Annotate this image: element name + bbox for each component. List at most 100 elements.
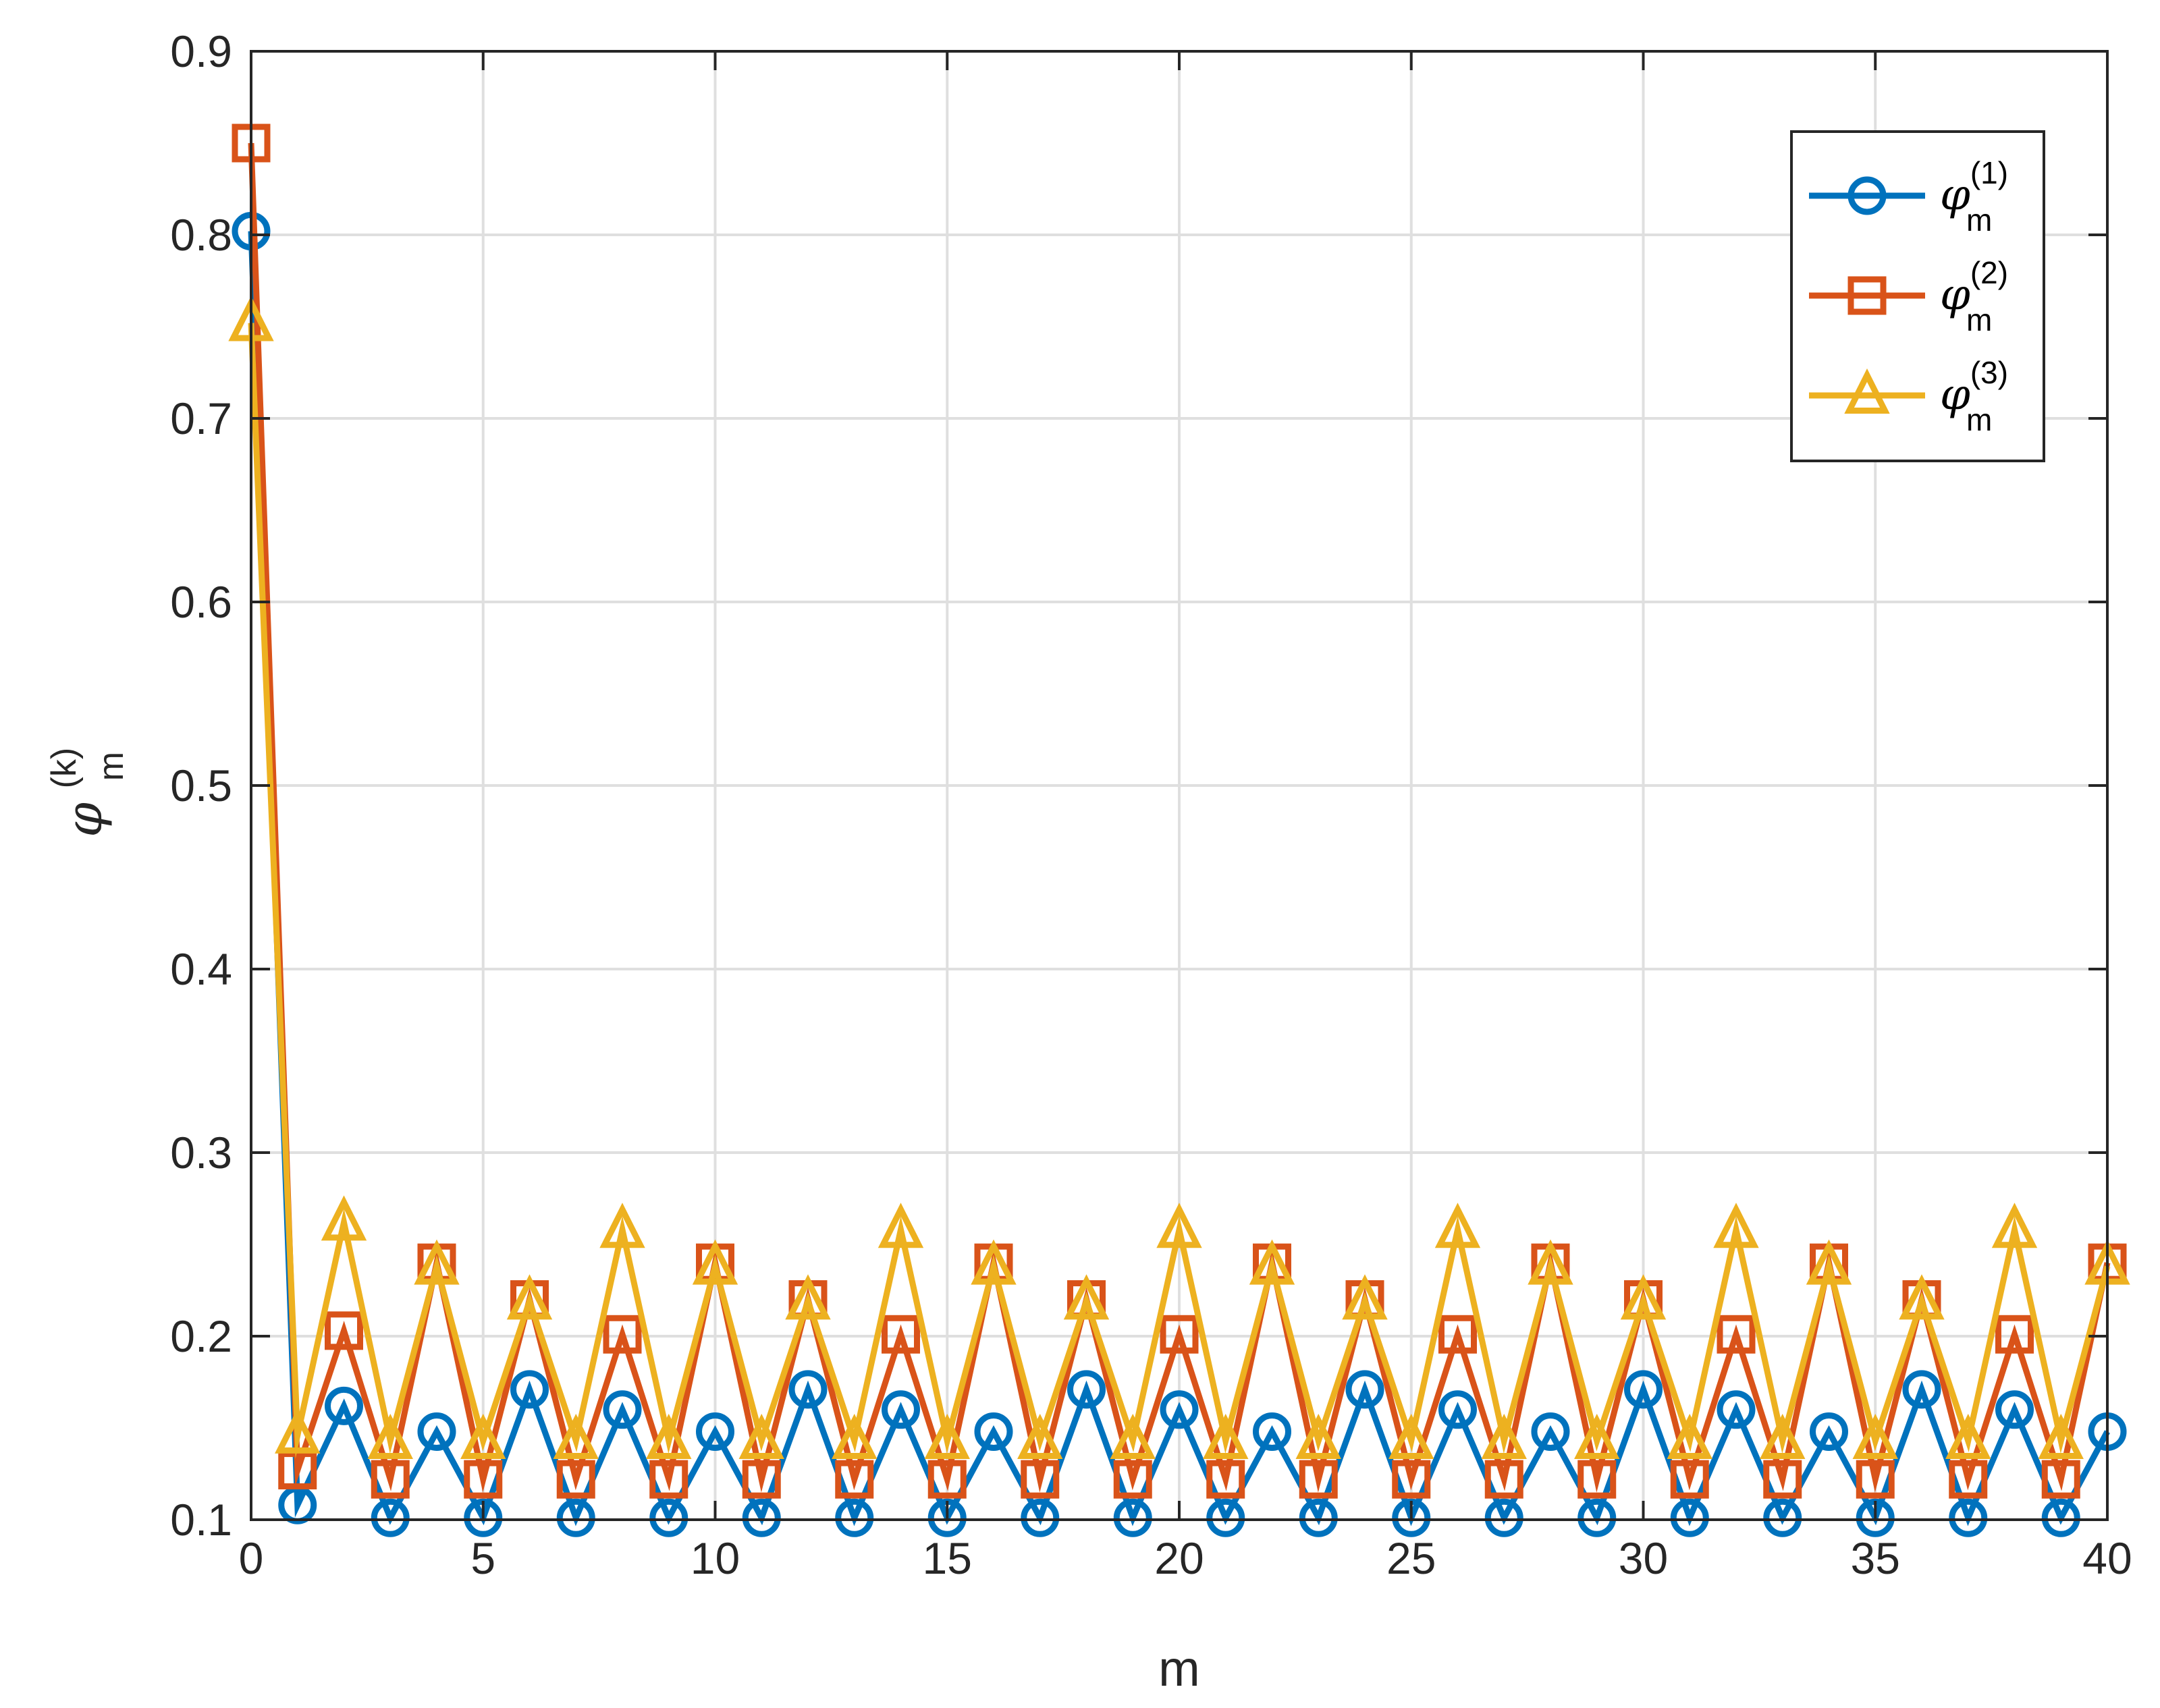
series-1-point bbox=[1345, 1370, 1384, 1409]
series-3-point bbox=[1295, 1414, 1341, 1460]
y-tick-label: 0.6 bbox=[170, 577, 232, 627]
series-2-point bbox=[1021, 1460, 1060, 1499]
series-3-point bbox=[1434, 1203, 1481, 1248]
legend-swatch-marker bbox=[1847, 176, 1887, 215]
legend-entry-2: φ(2) m bbox=[1809, 255, 2008, 337]
series-1-point bbox=[1949, 1498, 1988, 1537]
series-1-point bbox=[371, 1498, 410, 1537]
series-1-point bbox=[1763, 1498, 1802, 1537]
series-3-point bbox=[785, 1274, 831, 1320]
series-3-point bbox=[1249, 1239, 1295, 1285]
series-2-point bbox=[1949, 1460, 1988, 1499]
series-3-point bbox=[1388, 1414, 1434, 1460]
series-3-point bbox=[646, 1414, 692, 1460]
series-3-point bbox=[738, 1414, 784, 1460]
y-axis-label-superscript: (k) bbox=[45, 748, 84, 789]
series-layer bbox=[228, 123, 2130, 1537]
series-3-point bbox=[1156, 1203, 1202, 1248]
series-2-point bbox=[1763, 1460, 1802, 1499]
series-2-point bbox=[1670, 1460, 1709, 1499]
series-3-point bbox=[1667, 1414, 1712, 1460]
series-2-point bbox=[1113, 1460, 1152, 1499]
series-2-point bbox=[278, 1451, 317, 1490]
series-3-line bbox=[248, 323, 2111, 1459]
series-1-point bbox=[1299, 1498, 1338, 1537]
series-1-point bbox=[417, 1412, 456, 1451]
x-axis-label: m bbox=[1158, 1641, 1200, 1697]
series-2-point bbox=[1438, 1315, 1477, 1354]
series-2-point bbox=[882, 1315, 920, 1354]
legend-label-subscript: m bbox=[1966, 202, 1992, 238]
series-1-point bbox=[1531, 1412, 1570, 1451]
series-3-point bbox=[1574, 1414, 1620, 1460]
legend-entry-3: φ(3) m bbox=[1809, 355, 2008, 437]
series-1-point bbox=[556, 1498, 595, 1537]
x-tick-label: 10 bbox=[691, 1533, 740, 1583]
series-3-point bbox=[367, 1414, 413, 1460]
x-tick-label: 15 bbox=[923, 1533, 972, 1583]
series-2-point bbox=[742, 1460, 781, 1499]
series-3-point bbox=[832, 1414, 878, 1460]
series-1-point bbox=[1484, 1498, 1523, 1537]
series-3-point bbox=[1713, 1203, 1759, 1248]
series-1-point bbox=[1160, 1390, 1199, 1429]
series-2-point bbox=[1299, 1460, 1338, 1499]
series-1-point bbox=[2041, 1498, 2080, 1537]
series-1-point bbox=[835, 1498, 874, 1537]
series-3-point bbox=[599, 1203, 645, 1248]
x-tick-labels: 0 5 10 15 20 25 30 35 40 bbox=[239, 1533, 2132, 1583]
y-axis-label-symbol: φ bbox=[55, 802, 113, 837]
legend-label-symbol: φ bbox=[1940, 170, 1970, 220]
series-2-point bbox=[2041, 1460, 2080, 1499]
y-tick-label: 0.3 bbox=[170, 1128, 232, 1178]
series-3-point bbox=[1017, 1414, 1063, 1460]
series-3-point bbox=[1063, 1274, 1110, 1320]
series-3-point bbox=[1481, 1414, 1527, 1460]
legend-entries: φ(1) m φ(2) m φ(3) m bbox=[1809, 155, 2008, 437]
series-2-point bbox=[1577, 1460, 1617, 1499]
legend-label-superscript: (3) bbox=[1970, 355, 2008, 390]
series-1-point bbox=[1624, 1370, 1663, 1409]
series-1-point bbox=[1717, 1390, 1756, 1429]
series-1-point bbox=[1206, 1498, 1245, 1537]
series-1-point bbox=[1253, 1412, 1291, 1451]
series-3-point bbox=[692, 1239, 738, 1285]
series-1-point bbox=[882, 1390, 920, 1429]
series-3-point bbox=[275, 1408, 321, 1454]
series-3-point bbox=[878, 1203, 924, 1248]
series-2-point bbox=[556, 1460, 595, 1499]
legend-swatch-marker bbox=[1844, 368, 1890, 414]
series-3-point bbox=[924, 1414, 970, 1460]
series-1-point bbox=[1995, 1390, 2034, 1429]
series-2-point bbox=[464, 1460, 503, 1499]
series-1-point bbox=[1021, 1498, 1060, 1537]
series-3-point bbox=[2038, 1414, 2084, 1460]
x-tick-label: 35 bbox=[1851, 1533, 1900, 1583]
y-tick-label: 0.2 bbox=[170, 1311, 232, 1361]
svg-text:φ (k) m: φ (k) m bbox=[30, 734, 131, 837]
series-3-point bbox=[971, 1239, 1017, 1285]
y-tick-label: 0.8 bbox=[170, 210, 232, 260]
series-2-point bbox=[371, 1460, 410, 1499]
series-2-point bbox=[1206, 1460, 1245, 1499]
series-1-point bbox=[325, 1386, 363, 1425]
series-1-point bbox=[1670, 1498, 1709, 1537]
y-axis-label: φ (k) m bbox=[30, 734, 131, 837]
legend-entry-1: φ(1) m bbox=[1809, 155, 2008, 238]
legend-label-superscript: (1) bbox=[1970, 155, 2008, 190]
legend-swatch-marker bbox=[1847, 276, 1887, 315]
series-3-point bbox=[414, 1239, 460, 1285]
x-tick-label: 0 bbox=[239, 1533, 264, 1583]
x-tick-label: 25 bbox=[1386, 1533, 1436, 1583]
series-1-point bbox=[696, 1412, 734, 1451]
y-tick-labels: 0.1 0.2 0.3 0.4 0.5 0.6 0.7 0.8 0.9 bbox=[170, 26, 232, 1545]
series-3-point bbox=[1899, 1274, 1945, 1320]
series-1-point bbox=[510, 1370, 549, 1409]
series-2-point bbox=[1392, 1460, 1431, 1499]
series-2-point bbox=[1856, 1460, 1895, 1499]
legend-label: φ(1) m bbox=[1940, 155, 2008, 238]
y-tick-label: 0.9 bbox=[170, 26, 232, 76]
series-2-point bbox=[1995, 1315, 2034, 1354]
series-3-point bbox=[1342, 1274, 1388, 1320]
legend-label-superscript: (2) bbox=[1970, 255, 2008, 290]
